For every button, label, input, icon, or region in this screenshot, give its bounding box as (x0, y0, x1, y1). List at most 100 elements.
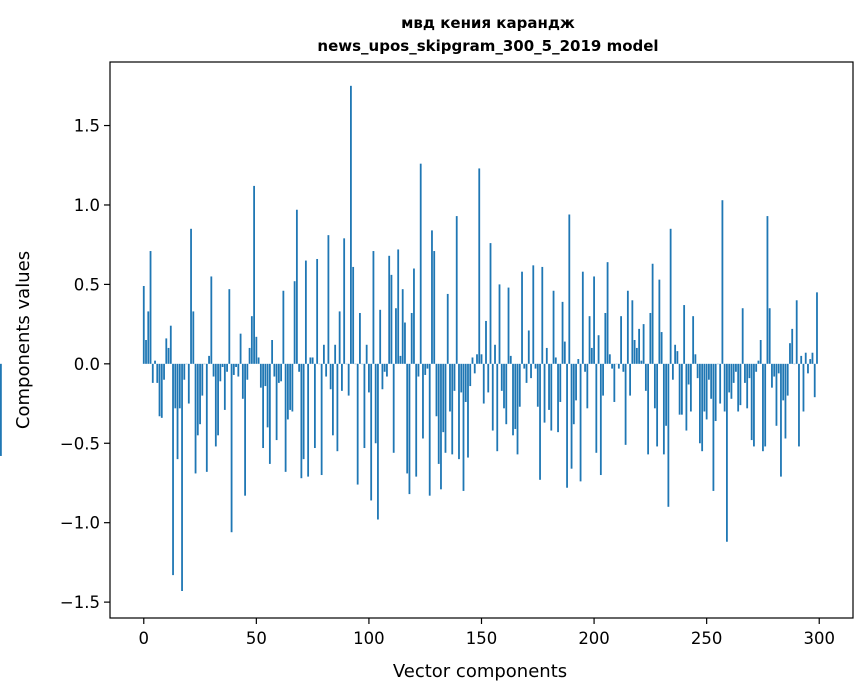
bar (816, 292, 818, 364)
bar (647, 363, 650, 455)
bar (813, 363, 816, 398)
bar (809, 359, 812, 364)
bar (336, 363, 339, 452)
bar (165, 338, 168, 364)
bar (201, 363, 204, 396)
bar (530, 363, 532, 379)
bar (786, 363, 789, 396)
bar (629, 363, 631, 396)
bar (325, 363, 328, 377)
bar (205, 363, 208, 472)
bar (624, 363, 627, 445)
bar (689, 363, 692, 412)
bar (802, 363, 805, 412)
bar (192, 311, 195, 364)
bar (699, 363, 701, 444)
bar (539, 363, 541, 480)
y-tick-label: 0.5 (74, 275, 100, 294)
bar (408, 363, 411, 495)
bar (307, 363, 310, 477)
bar (696, 363, 699, 379)
bar (638, 328, 641, 364)
chart-title: мвд кения карандж (401, 14, 575, 32)
chart-subtitle: news_upos_skipgram_300_5_2019 model (317, 37, 658, 55)
bar (545, 347, 548, 364)
bar (548, 363, 550, 410)
bar (566, 363, 568, 488)
bar (640, 360, 643, 364)
bar (356, 363, 359, 485)
bar (428, 363, 431, 496)
bar (404, 322, 406, 364)
bar (199, 363, 201, 425)
bar (584, 363, 586, 372)
bar (455, 216, 458, 364)
bar (611, 363, 613, 369)
y-axis-label: Components values (13, 251, 34, 429)
bar (268, 363, 271, 464)
bar (631, 300, 634, 364)
bar (289, 363, 292, 410)
bar (685, 363, 688, 431)
bar (606, 262, 609, 364)
bar (644, 363, 647, 391)
bar (593, 276, 595, 364)
bar (525, 363, 528, 383)
bar (795, 300, 798, 364)
bar (559, 363, 562, 402)
bar (602, 363, 604, 396)
bar (683, 305, 686, 364)
bar (728, 363, 731, 393)
y-axis: −1.5 −1.0 −0.5 0.0 0.5 1.0 1.5 (60, 117, 110, 612)
bar (804, 352, 807, 364)
bar (678, 363, 681, 415)
bar (554, 357, 557, 364)
bar (626, 290, 629, 364)
bar (248, 347, 251, 364)
bar (746, 363, 749, 409)
bar (669, 228, 672, 364)
bar (507, 287, 510, 364)
bar (163, 363, 165, 380)
bar (381, 363, 384, 390)
bar (789, 343, 791, 364)
bar (194, 363, 197, 474)
bar (442, 363, 445, 433)
x-tick-label: 200 (578, 629, 610, 648)
bar (187, 363, 190, 404)
bar (494, 344, 496, 364)
bar (579, 363, 582, 482)
bar (253, 185, 255, 364)
x-tick-label: 250 (691, 629, 723, 648)
bar (473, 363, 476, 374)
bar (665, 363, 668, 426)
bar (512, 363, 514, 436)
bar (363, 363, 366, 449)
bar (298, 363, 301, 372)
bar (712, 363, 715, 491)
y-tick-label: 1.0 (74, 196, 100, 215)
bar (771, 363, 773, 388)
bar (773, 363, 776, 377)
bar (692, 316, 695, 364)
bar (295, 209, 298, 364)
bar (237, 363, 240, 377)
bar (750, 363, 753, 441)
bar (293, 281, 296, 364)
bar (262, 363, 264, 449)
y-tick-label: −0.5 (60, 434, 100, 453)
bar (467, 363, 469, 458)
bar (147, 311, 150, 364)
bar (410, 312, 413, 364)
bar (0, 363, 2, 456)
bar (433, 251, 436, 364)
bar (541, 266, 544, 364)
bar (478, 168, 481, 364)
bar (244, 363, 246, 496)
bar (572, 363, 575, 425)
bar (503, 363, 505, 409)
bar (415, 363, 418, 477)
bar (327, 235, 330, 364)
bar (516, 363, 519, 455)
bar (214, 363, 217, 447)
